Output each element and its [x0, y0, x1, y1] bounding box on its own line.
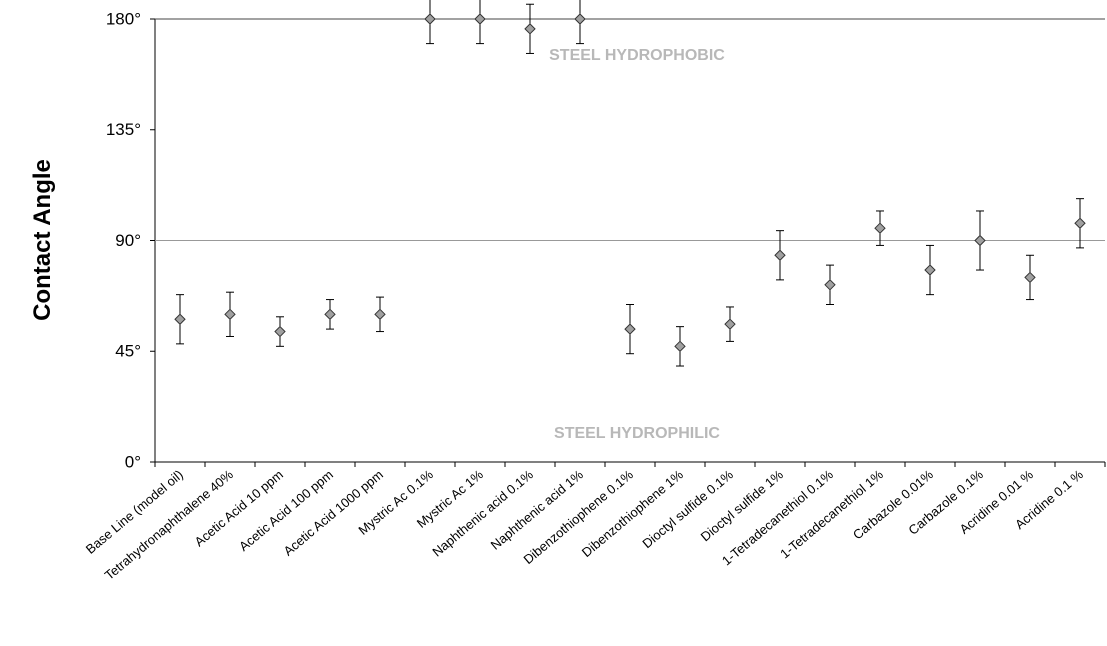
marker: [624, 323, 636, 335]
annotation: STEEL HYDROPHOBIC: [549, 47, 725, 64]
y-tick-label: 135°: [106, 120, 141, 139]
y-tick-label: 180°: [106, 9, 141, 28]
marker: [524, 23, 536, 35]
marker: [1074, 217, 1086, 229]
y-tick-label: 45°: [115, 342, 141, 361]
marker: [474, 13, 486, 25]
marker: [324, 308, 336, 321]
x-tick-label: Acetic Acid 100 ppm: [236, 467, 336, 554]
annotation: STEEL HYDROPHILIC: [554, 425, 720, 442]
marker: [224, 308, 236, 321]
marker: [774, 249, 786, 261]
marker: [824, 279, 836, 291]
marker: [174, 313, 186, 325]
marker: [424, 13, 436, 25]
marker: [574, 13, 586, 25]
marker: [674, 340, 686, 353]
marker: [1024, 271, 1036, 284]
x-tick-label: Dioctyl sulfide 1%: [698, 467, 787, 545]
x-tick-label: Dioctyl sulfide 0.1%: [639, 467, 736, 552]
y-axis-label: Contact Angle: [29, 159, 56, 321]
y-tick-label: 0°: [125, 452, 141, 471]
marker: [874, 222, 886, 234]
x-tick-label: Naphthenic acid 1%: [488, 467, 587, 553]
marker: [974, 234, 986, 247]
y-tick-label: 90°: [115, 231, 141, 250]
marker: [274, 325, 286, 338]
x-tick-label: Acetic Acid 10 ppm: [192, 467, 286, 550]
marker: [924, 264, 936, 276]
marker: [374, 308, 386, 321]
marker: [724, 318, 736, 330]
